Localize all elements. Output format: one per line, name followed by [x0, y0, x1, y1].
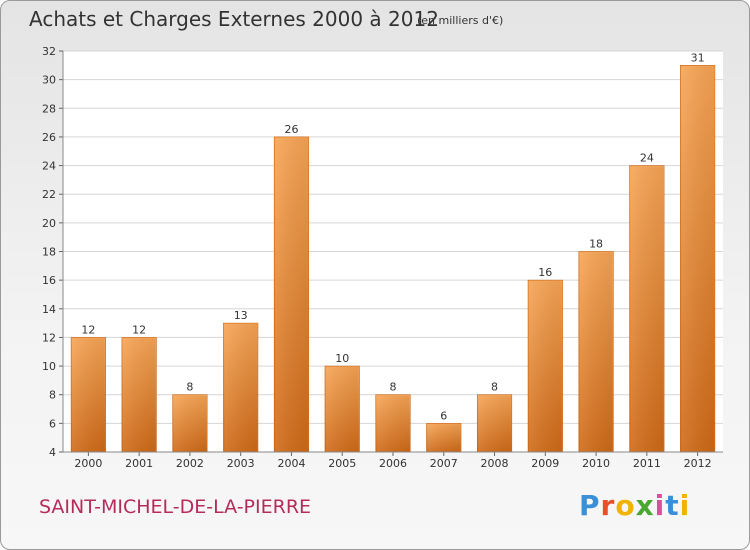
- bars: [70, 65, 716, 453]
- chart-unit: (en milliers d'€): [417, 14, 504, 27]
- x-tick-label-2010: 2010: [582, 457, 610, 470]
- logo-letter: t: [665, 489, 680, 522]
- logo-letter: i: [654, 489, 666, 522]
- value-label-2003: 13: [234, 309, 248, 322]
- logo-letter: x: [635, 489, 655, 522]
- y-tick-label: 22: [42, 188, 56, 201]
- y-tick-label: 32: [42, 45, 56, 58]
- x-tick-label-2011: 2011: [633, 457, 661, 470]
- logo-letter: i: [679, 489, 691, 522]
- proxiti-logo: Proxiti: [579, 489, 690, 522]
- y-axis: 4 6 8 10 12 14 16 18 20 22 24 26 28 30 32: [42, 45, 64, 459]
- bar-shade-2008: [478, 395, 511, 452]
- value-label-2009: 16: [538, 266, 552, 279]
- value-label-2005: 10: [335, 352, 349, 365]
- bar-chart: 4 6 8 10 12 14 16 18 20 22 24 26 28 30 32 12 12 8 13 26 10 8…: [42, 45, 723, 470]
- value-label-2008: 8: [491, 381, 498, 394]
- bar-shade-2007: [427, 424, 461, 452]
- y-tick-label: 28: [42, 102, 56, 115]
- x-tick-label-2006: 2006: [379, 457, 407, 470]
- y-tick-label: 6: [49, 417, 56, 430]
- bar-shade-2012: [681, 66, 714, 453]
- y-tick-label: 10: [42, 360, 56, 373]
- x-tick-label-2001: 2001: [125, 457, 153, 470]
- bar-shade-2004: [275, 137, 308, 452]
- logo-letter: o: [615, 489, 636, 522]
- logo-letter: P: [579, 489, 601, 522]
- bar-shade-2006: [376, 395, 410, 452]
- bar-shade-2000: [72, 338, 105, 452]
- x-tick-label-2000: 2000: [74, 457, 102, 470]
- y-tick-label: 24: [42, 160, 56, 173]
- x-tick-label-2008: 2008: [481, 457, 509, 470]
- value-label-2007: 6: [440, 409, 447, 422]
- x-tick-label-2002: 2002: [176, 457, 204, 470]
- bar-shade-2003: [224, 324, 257, 452]
- value-label-2006: 8: [390, 381, 397, 394]
- x-axis: 2000 2001 2002 2003 2004 2005 2006 2007 2008 2009…: [63, 451, 723, 470]
- x-tick-label-2007: 2007: [430, 457, 458, 470]
- value-label-2004: 26: [284, 123, 298, 136]
- x-tick-label-2004: 2004: [277, 457, 305, 470]
- x-tick-label-2009: 2009: [531, 457, 559, 470]
- x-tick-label-2003: 2003: [227, 457, 255, 470]
- bar-shade-2002: [173, 395, 207, 452]
- y-tick-label: 4: [49, 446, 56, 459]
- y-tick-label: 8: [49, 389, 56, 402]
- logo-letter: r: [600, 489, 616, 522]
- y-tick-label: 30: [42, 74, 56, 87]
- bar-shade-2001: [122, 338, 156, 452]
- x-tick-label-2005: 2005: [328, 457, 356, 470]
- value-label-2002: 8: [186, 381, 193, 394]
- y-tick-label: 18: [42, 246, 56, 259]
- bar-shade-2005: [325, 367, 359, 452]
- value-label-2011: 24: [640, 152, 654, 165]
- value-label-2012: 31: [691, 51, 705, 64]
- commune-name: SAINT-MICHEL-DE-LA-PIERRE: [39, 496, 312, 518]
- value-label-2000: 12: [81, 323, 95, 336]
- y-tick-label: 20: [42, 217, 56, 230]
- bar-shade-2011: [630, 166, 664, 453]
- value-labels: 12 12 8 13 26 10 8 6 8 16 18 24 31: [81, 51, 704, 422]
- y-tick-label: 26: [42, 131, 56, 144]
- value-label-2010: 18: [589, 238, 603, 251]
- bar-shade-2010: [579, 252, 613, 452]
- y-tick-label: 14: [42, 303, 56, 316]
- y-tick-label: 12: [42, 331, 56, 344]
- x-tick-label-2012: 2012: [684, 457, 712, 470]
- y-tick-label: 16: [42, 274, 56, 287]
- value-label-2001: 12: [132, 323, 146, 336]
- chart-title: Achats et Charges Externes 2000 à 2012: [29, 7, 439, 31]
- bar-shade-2009: [529, 281, 562, 452]
